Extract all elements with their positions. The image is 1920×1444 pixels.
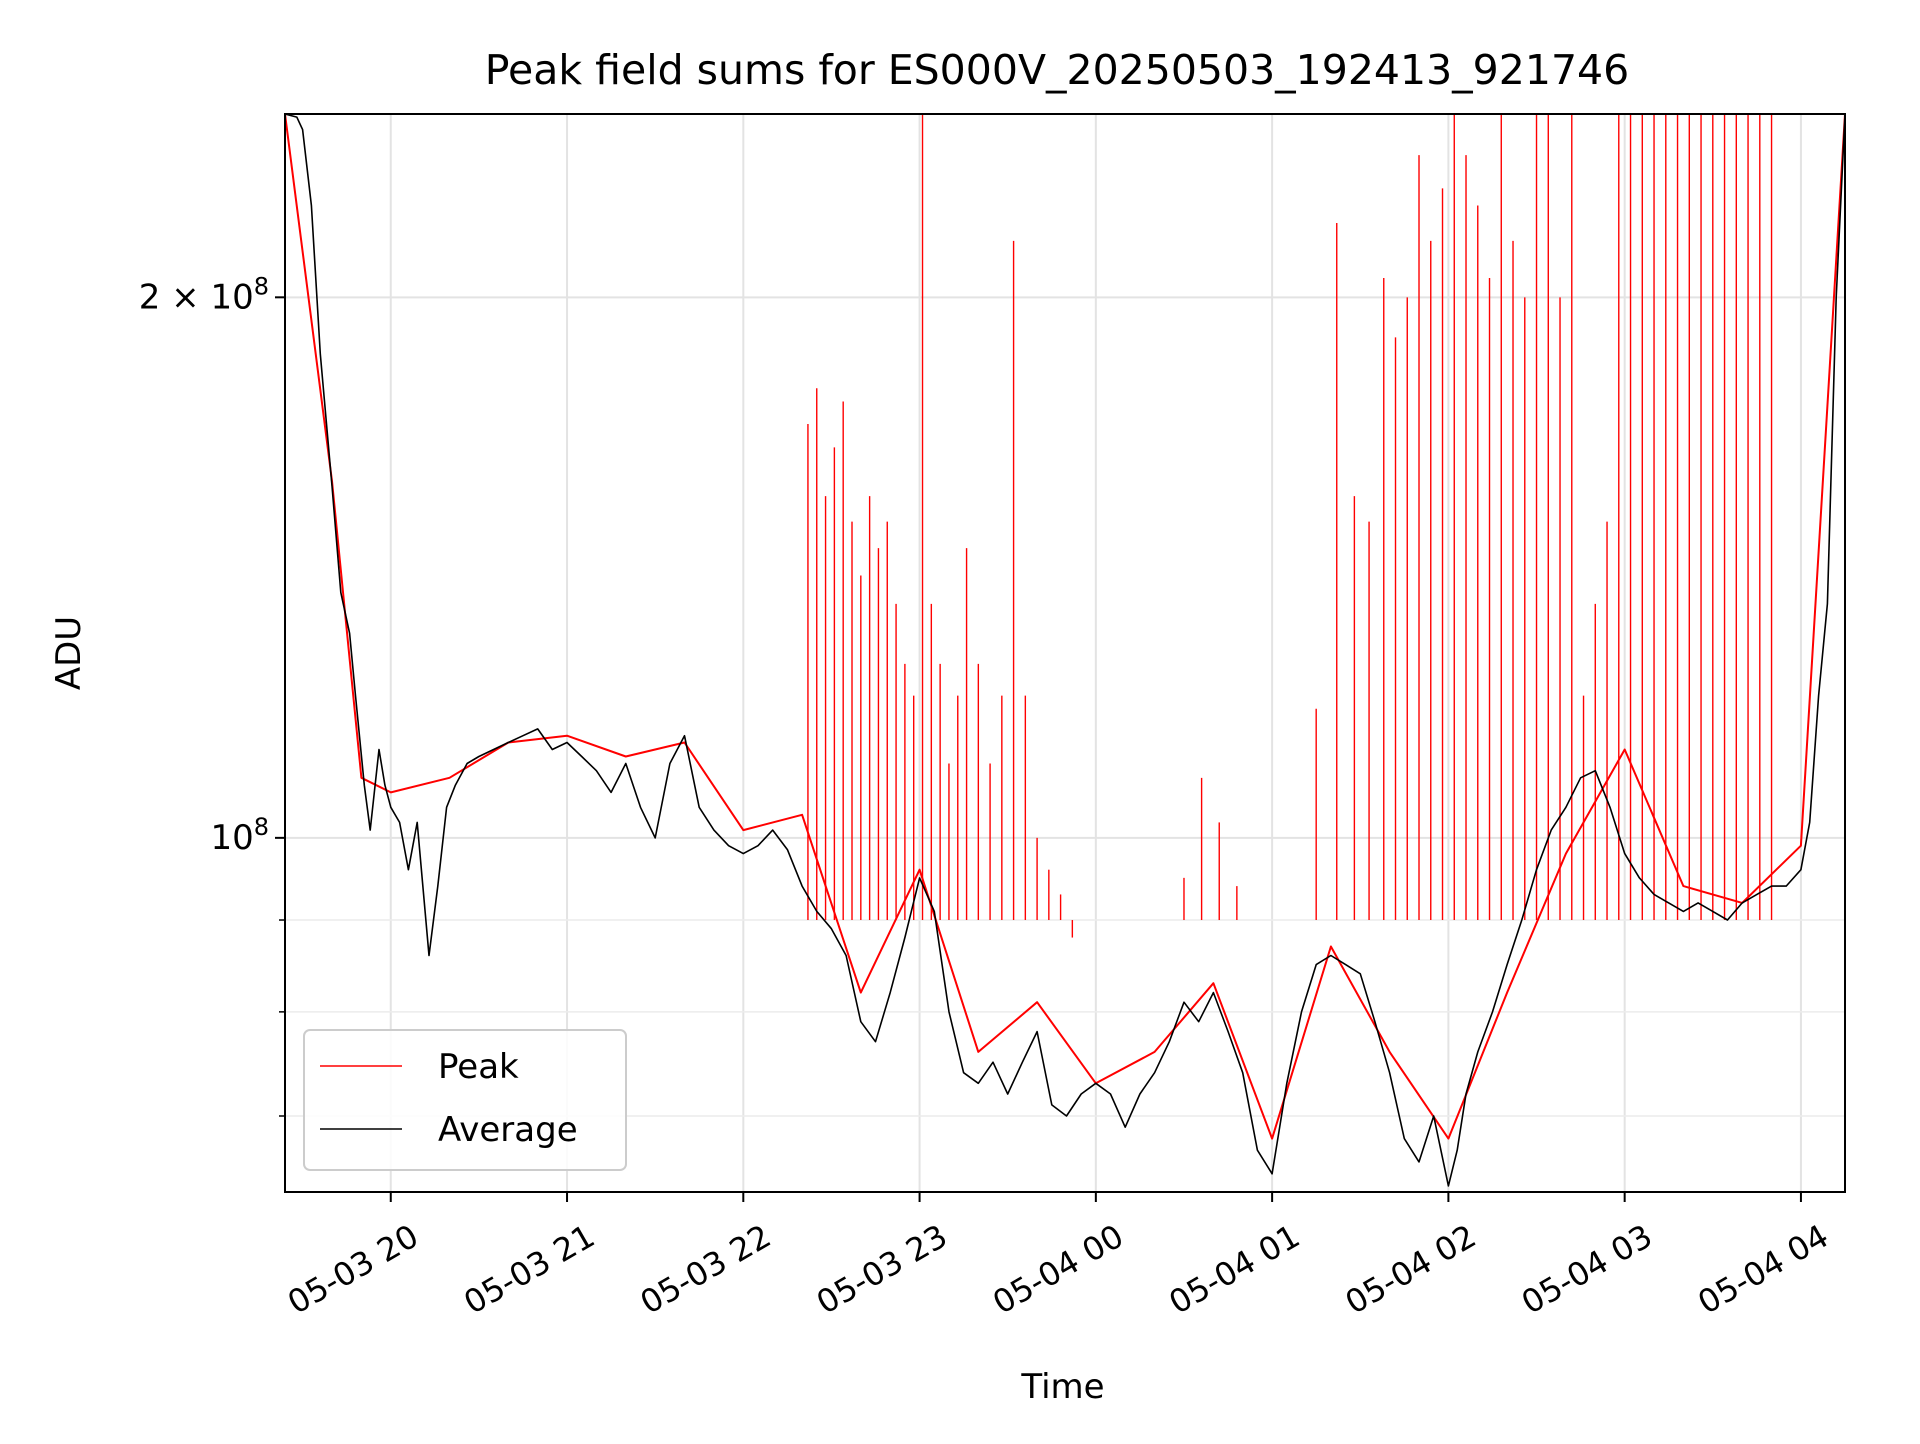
series-peak-line <box>284 113 1846 1140</box>
legend-box <box>303 1029 627 1171</box>
legend: Peak Average <box>303 1029 627 1171</box>
y-axis: 2 × 108 108 <box>139 272 285 1117</box>
series-average-line <box>284 113 1846 1187</box>
data-layer <box>284 113 1846 1187</box>
y-axis-label: ADU <box>49 616 89 690</box>
chart-title: Peak field sums for ES000V_20250503_1924… <box>485 46 1629 94</box>
plot-frame <box>284 113 1846 1193</box>
x-axis-label: Time <box>1020 1367 1104 1407</box>
grid-layer <box>285 114 1845 1192</box>
legend-label-peak: Peak <box>438 1047 519 1087</box>
y-tick-label: 2 × 108 <box>139 272 269 317</box>
legend-label-average: Average <box>438 1110 578 1150</box>
y-tick-label: 108 <box>210 813 269 858</box>
